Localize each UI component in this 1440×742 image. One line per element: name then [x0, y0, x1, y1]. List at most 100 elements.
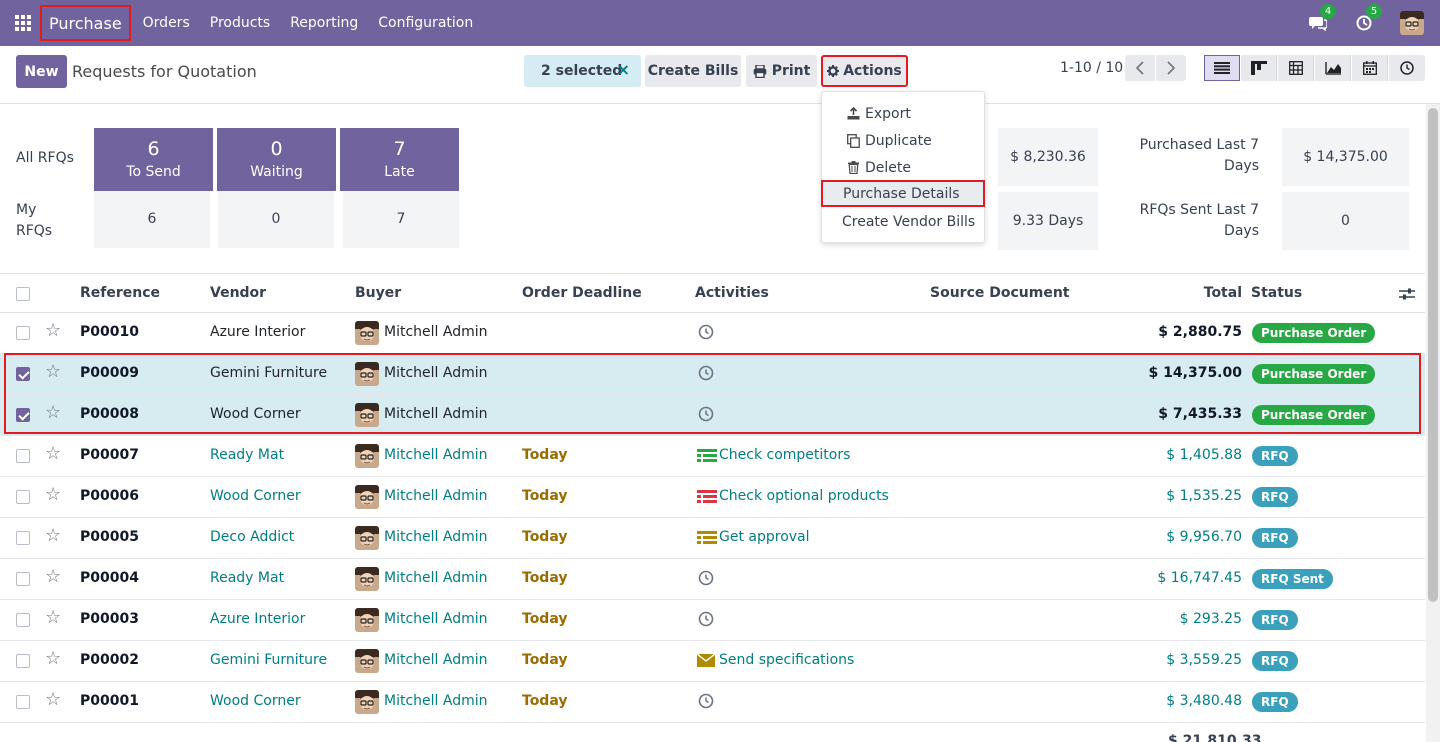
calendar-view-icon[interactable] [1352, 55, 1388, 81]
column-reference[interactable]: Reference [80, 285, 161, 301]
row-vendor[interactable]: Ready Mat [210, 447, 285, 463]
row-buyer[interactable]: Mitchell Admin [384, 693, 488, 709]
new-button[interactable]: New [16, 55, 67, 88]
row-vendor[interactable]: Ready Mat [210, 570, 285, 586]
table-row[interactable]: ☆ P00006 Wood Corner Mitchell Admin Today Che… [0, 477, 1425, 518]
row-checkbox[interactable] [16, 449, 30, 463]
vertical-scrollbar[interactable] [1426, 104, 1440, 742]
star-icon[interactable]: ☆ [45, 484, 62, 505]
row-reference[interactable]: P00001 [80, 693, 139, 709]
star-icon[interactable]: ☆ [45, 566, 62, 587]
row-vendor[interactable]: Wood Corner [210, 488, 301, 504]
star-icon[interactable]: ☆ [45, 402, 62, 423]
duplicate-menu-item[interactable]: Duplicate [822, 127, 984, 154]
print-button[interactable]: Print [746, 55, 817, 87]
row-vendor[interactable]: Wood Corner [210, 693, 301, 709]
row-buyer[interactable]: Mitchell Admin [384, 611, 488, 627]
row-checkbox[interactable] [16, 572, 30, 586]
star-icon[interactable]: ☆ [45, 361, 62, 382]
list-view-icon[interactable] [1204, 55, 1240, 81]
graph-view-icon[interactable] [1315, 55, 1351, 81]
menu-orders[interactable]: Orders [142, 15, 190, 31]
row-vendor[interactable]: Wood Corner [210, 406, 301, 422]
activity-clock-icon[interactable] [698, 693, 714, 709]
activity-summary[interactable]: Get approval [719, 529, 810, 545]
row-buyer[interactable]: Mitchell Admin [384, 529, 488, 545]
row-reference[interactable]: P00010 [80, 324, 139, 340]
star-icon[interactable]: ☆ [45, 648, 62, 669]
activity-clock-icon[interactable] [698, 570, 714, 586]
clear-selection-icon[interactable]: × [616, 60, 630, 79]
row-checkbox[interactable] [16, 654, 30, 668]
activity-clock-icon[interactable] [698, 611, 714, 627]
activity-view-icon[interactable] [1389, 55, 1425, 81]
row-vendor[interactable]: Deco Addict [210, 529, 295, 545]
row-reference[interactable]: P00003 [80, 611, 139, 627]
apps-menu-icon[interactable] [0, 0, 46, 46]
row-checkbox[interactable] [16, 367, 30, 381]
row-checkbox[interactable] [16, 408, 30, 422]
row-buyer[interactable]: Mitchell Admin [384, 652, 488, 668]
activity-summary[interactable]: Check competitors [719, 447, 851, 463]
activity-summary[interactable]: Send specifications [719, 652, 855, 668]
waiting-tile[interactable]: 0 Waiting [217, 128, 336, 191]
user-avatar[interactable] [1400, 11, 1424, 35]
column-buyer[interactable]: Buyer [355, 285, 402, 301]
row-reference[interactable]: P00009 [80, 365, 139, 381]
row-checkbox[interactable] [16, 531, 30, 545]
select-all-checkbox[interactable] [16, 287, 30, 301]
column-vendor[interactable]: Vendor [210, 285, 267, 301]
menu-products[interactable]: Products [209, 15, 271, 31]
activity-summary[interactable]: Check optional products [719, 488, 889, 504]
messages-icon[interactable]: 4 [1308, 4, 1336, 33]
todo-list-icon[interactable] [697, 490, 717, 504]
create-bills-button[interactable]: Create Bills [645, 55, 741, 87]
row-buyer[interactable]: Mitchell Admin [384, 365, 488, 381]
table-row[interactable]: ☆ P00005 Deco Addict Mitchell Admin Today Get… [0, 518, 1425, 559]
todo-list-icon[interactable] [697, 531, 717, 545]
to-send-tile[interactable]: 6 To Send [94, 128, 213, 191]
actions-button[interactable]: Actions [821, 55, 908, 87]
column-source-document[interactable]: Source Document [930, 285, 1070, 301]
row-vendor[interactable]: Azure Interior [210, 324, 306, 340]
table-row[interactable]: ☆ P00007 Ready Mat Mitchell Admin Today Check… [0, 436, 1425, 477]
page-title[interactable]: Requests for Quotation [72, 62, 257, 81]
row-reference[interactable]: P00005 [80, 529, 139, 545]
row-buyer[interactable]: Mitchell Admin [384, 447, 488, 463]
row-buyer[interactable]: Mitchell Admin [384, 570, 488, 586]
optional-columns-icon[interactable] [1399, 287, 1415, 305]
table-row[interactable]: ☆ P00001 Wood Corner Mitchell Admin Today $ 3… [0, 682, 1425, 723]
star-icon[interactable]: ☆ [45, 320, 62, 341]
star-icon[interactable]: ☆ [45, 607, 62, 628]
row-buyer[interactable]: Mitchell Admin [384, 488, 488, 504]
pivot-view-icon[interactable] [1278, 55, 1314, 81]
todo-list-icon[interactable] [697, 449, 717, 463]
row-vendor[interactable]: Gemini Furniture [210, 652, 328, 668]
table-row[interactable]: ☆ P00002 Gemini Furniture Mitchell Admin Tod… [0, 641, 1425, 682]
star-icon[interactable]: ☆ [45, 689, 62, 710]
scrollbar-thumb[interactable] [1428, 108, 1438, 602]
activity-clock-icon[interactable] [698, 365, 714, 381]
pager-value[interactable]: 1-10 / 10 [1060, 60, 1124, 76]
app-name[interactable]: Purchase [40, 5, 131, 41]
row-buyer[interactable]: Mitchell Admin [384, 324, 488, 340]
row-buyer[interactable]: Mitchell Admin [384, 406, 488, 422]
row-vendor[interactable]: Gemini Furniture [210, 365, 328, 381]
column-activities[interactable]: Activities [695, 285, 769, 301]
row-checkbox[interactable] [16, 326, 30, 340]
row-vendor[interactable]: Azure Interior [210, 611, 306, 627]
pager-previous-icon[interactable] [1125, 55, 1155, 81]
row-checkbox[interactable] [16, 695, 30, 709]
row-checkbox[interactable] [16, 490, 30, 504]
pager-next-icon[interactable] [1156, 55, 1186, 81]
star-icon[interactable]: ☆ [45, 443, 62, 464]
row-checkbox[interactable] [16, 613, 30, 627]
row-reference[interactable]: P00007 [80, 447, 139, 463]
star-icon[interactable]: ☆ [45, 525, 62, 546]
my-late-count[interactable]: 7 [343, 191, 459, 248]
kanban-view-icon[interactable] [1241, 55, 1277, 81]
table-row[interactable]: ☆ P00010 Azure Interior Mitchell Admin $ 2,8… [0, 313, 1425, 354]
menu-configuration[interactable]: Configuration [378, 15, 474, 31]
row-reference[interactable]: P00002 [80, 652, 139, 668]
table-row[interactable]: ☆ P00004 Ready Mat Mitchell Admin Today $ 16,… [0, 559, 1425, 600]
